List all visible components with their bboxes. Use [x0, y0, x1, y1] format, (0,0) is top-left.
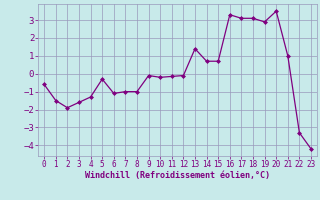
X-axis label: Windchill (Refroidissement éolien,°C): Windchill (Refroidissement éolien,°C)	[85, 171, 270, 180]
